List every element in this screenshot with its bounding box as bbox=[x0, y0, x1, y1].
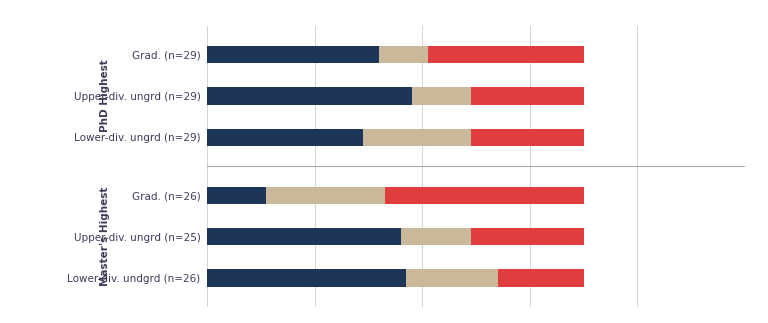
Bar bbox=[363, 129, 471, 146]
Bar bbox=[379, 46, 428, 63]
Bar bbox=[207, 88, 412, 105]
Bar bbox=[471, 88, 584, 105]
Bar bbox=[266, 187, 385, 204]
Bar bbox=[207, 228, 401, 245]
Text: PhD Highest: PhD Highest bbox=[100, 60, 111, 132]
Bar bbox=[428, 46, 584, 63]
Text: Master's Highest: Master's Highest bbox=[100, 187, 111, 286]
Bar bbox=[207, 129, 363, 146]
Bar bbox=[207, 46, 379, 63]
Bar bbox=[498, 269, 584, 287]
Bar bbox=[207, 269, 406, 287]
Bar bbox=[401, 228, 471, 245]
Bar bbox=[471, 129, 584, 146]
Bar bbox=[406, 269, 498, 287]
Bar bbox=[412, 88, 471, 105]
Bar bbox=[385, 187, 584, 204]
Bar bbox=[471, 228, 584, 245]
Bar bbox=[207, 187, 266, 204]
